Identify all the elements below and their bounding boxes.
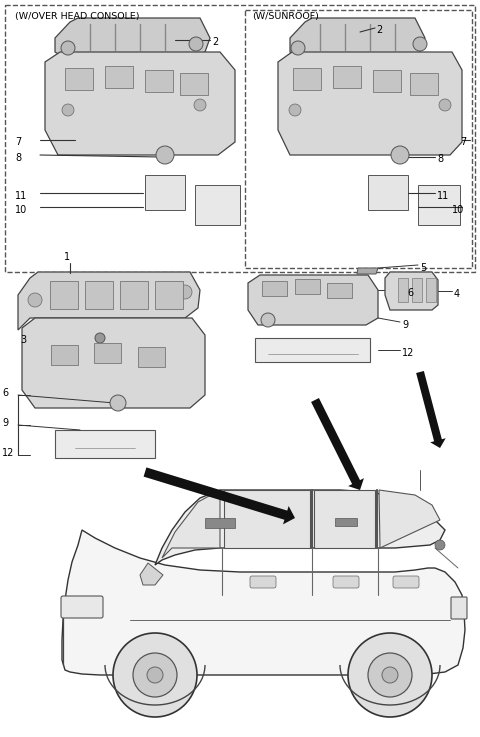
- Bar: [180, 73, 208, 95]
- Circle shape: [289, 104, 301, 116]
- Polygon shape: [248, 275, 378, 325]
- Circle shape: [194, 99, 206, 111]
- Polygon shape: [162, 490, 220, 558]
- Bar: [412, 278, 422, 302]
- FancyBboxPatch shape: [393, 576, 419, 588]
- Bar: [327, 283, 352, 298]
- Text: 9: 9: [2, 418, 8, 428]
- Polygon shape: [357, 268, 378, 274]
- Polygon shape: [314, 490, 375, 548]
- Bar: [398, 278, 408, 302]
- Polygon shape: [55, 430, 155, 458]
- Text: (W/SUNROOF): (W/SUNROOF): [252, 12, 319, 21]
- Circle shape: [147, 667, 163, 683]
- Polygon shape: [278, 52, 462, 155]
- Bar: [205, 518, 235, 528]
- Text: 10: 10: [15, 205, 27, 215]
- Polygon shape: [62, 530, 465, 675]
- Bar: [50, 281, 78, 309]
- Bar: [155, 281, 183, 309]
- Polygon shape: [18, 272, 200, 330]
- Circle shape: [189, 37, 203, 51]
- Bar: [138, 347, 165, 367]
- Text: 7: 7: [15, 137, 21, 147]
- Bar: [51, 345, 78, 365]
- Circle shape: [368, 653, 412, 697]
- Circle shape: [291, 41, 305, 55]
- Text: 9: 9: [402, 320, 408, 330]
- Text: 3: 3: [20, 335, 26, 345]
- Polygon shape: [22, 318, 205, 408]
- Circle shape: [178, 285, 192, 299]
- Text: 11: 11: [437, 191, 449, 201]
- Text: 12: 12: [402, 348, 414, 358]
- Bar: [335, 518, 357, 526]
- Polygon shape: [379, 490, 440, 548]
- Polygon shape: [368, 175, 408, 210]
- Text: 2: 2: [212, 37, 218, 47]
- Circle shape: [156, 146, 174, 164]
- Circle shape: [133, 653, 177, 697]
- Bar: [262, 281, 287, 296]
- FancyBboxPatch shape: [250, 576, 276, 588]
- Circle shape: [113, 633, 197, 717]
- Bar: [410, 73, 438, 95]
- Polygon shape: [195, 185, 240, 225]
- Text: (W/OVER HEAD CONSOLE): (W/OVER HEAD CONSOLE): [15, 12, 140, 21]
- Polygon shape: [224, 490, 310, 548]
- Text: 8: 8: [437, 154, 443, 164]
- Text: 4: 4: [454, 289, 460, 299]
- Polygon shape: [155, 490, 445, 565]
- Polygon shape: [418, 185, 460, 225]
- Circle shape: [439, 99, 451, 111]
- Polygon shape: [140, 563, 163, 585]
- Polygon shape: [145, 175, 185, 210]
- Circle shape: [382, 667, 398, 683]
- FancyBboxPatch shape: [451, 597, 467, 619]
- Text: 5: 5: [420, 263, 426, 273]
- Text: 8: 8: [15, 153, 21, 163]
- Polygon shape: [255, 338, 370, 362]
- Circle shape: [413, 37, 427, 51]
- Bar: [333, 66, 361, 88]
- Text: 6: 6: [2, 388, 8, 398]
- Polygon shape: [144, 467, 295, 524]
- Bar: [293, 68, 321, 90]
- Bar: [295, 279, 320, 294]
- Circle shape: [110, 395, 126, 411]
- Circle shape: [61, 41, 75, 55]
- Text: 11: 11: [15, 191, 27, 201]
- Circle shape: [261, 313, 275, 327]
- Bar: [85, 281, 113, 309]
- Circle shape: [391, 146, 409, 164]
- Bar: [94, 343, 121, 363]
- Text: 10: 10: [452, 205, 464, 215]
- Circle shape: [62, 104, 74, 116]
- Bar: [105, 66, 133, 88]
- Bar: [373, 70, 401, 92]
- Polygon shape: [55, 18, 210, 58]
- Polygon shape: [385, 272, 438, 310]
- Text: 2: 2: [376, 25, 382, 35]
- Bar: [145, 70, 173, 92]
- Text: 7: 7: [460, 137, 466, 147]
- Text: 1: 1: [64, 252, 70, 262]
- FancyBboxPatch shape: [61, 596, 103, 618]
- Polygon shape: [45, 52, 235, 155]
- Text: 12: 12: [2, 448, 14, 458]
- Circle shape: [435, 540, 445, 550]
- Circle shape: [348, 633, 432, 717]
- Polygon shape: [416, 371, 446, 448]
- Bar: [120, 281, 148, 309]
- Circle shape: [28, 293, 42, 307]
- Polygon shape: [290, 18, 425, 58]
- Bar: [426, 278, 436, 302]
- FancyBboxPatch shape: [333, 576, 359, 588]
- Circle shape: [95, 333, 105, 343]
- Polygon shape: [311, 398, 364, 490]
- Text: 6: 6: [407, 288, 413, 298]
- Bar: [65, 68, 93, 90]
